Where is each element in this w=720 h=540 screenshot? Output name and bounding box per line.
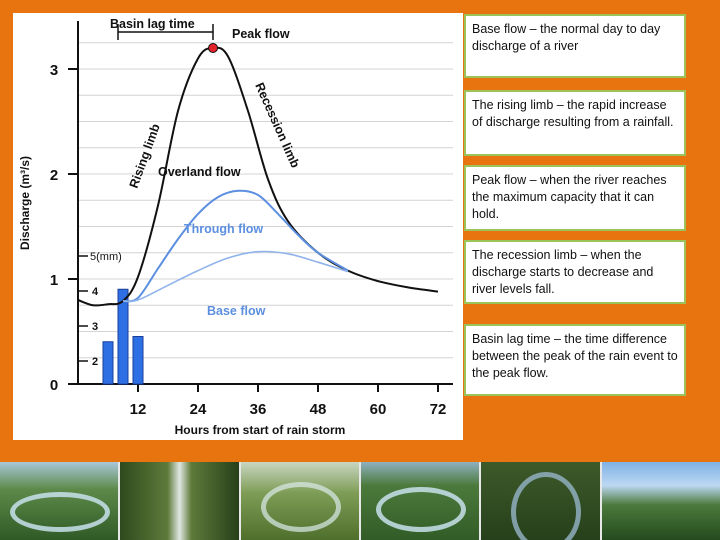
rain-tick-label: 2 — [92, 356, 98, 368]
basin-lag-time-label: Basin lag time — [110, 17, 195, 31]
y-axis-label: Discharge (m³/s) — [18, 156, 32, 250]
note-peak-flow: Peak flow – when the river reaches the m… — [464, 165, 686, 231]
through-flow-label: Through flow — [184, 222, 263, 236]
rainfall-bar — [117, 288, 129, 385]
base-flow-label: Base flow — [207, 304, 266, 318]
wetland-photo — [240, 462, 361, 540]
y-tick-label: 3 — [50, 62, 58, 79]
storm-hydrograph-line — [77, 46, 439, 307]
waterfall-photo — [120, 462, 241, 540]
base-flow-line — [122, 250, 349, 303]
recession-limb-label: Recession limb — [252, 81, 302, 171]
photo-strip — [0, 462, 720, 540]
rainfall-bar — [132, 336, 144, 385]
x-tick-label: 24 — [190, 401, 207, 418]
series-lines — [77, 43, 439, 307]
through-flow-line — [122, 189, 349, 303]
forest-river-photo — [481, 462, 602, 540]
rain-tick-label: 3 — [92, 321, 98, 333]
grid-lines — [78, 42, 453, 359]
note-rising-limb: The rising limb – the rapid increase of … — [464, 90, 686, 156]
note-recession-limb: The recession limb – when the discharge … — [464, 240, 686, 304]
note-basin-lag-time: Basin lag time – the time difference bet… — [464, 324, 686, 396]
note-base-flow: Base flow – the normal day to day discha… — [464, 14, 686, 78]
river-photo — [0, 462, 121, 540]
rain-tick-label: 4 — [92, 286, 99, 298]
sky-forest-photo — [601, 462, 720, 540]
x-tick-label: 36 — [250, 401, 267, 418]
x-tick-label: 48 — [310, 401, 327, 418]
peak-flow-label: Peak flow — [232, 27, 290, 41]
rainfall-bars — [102, 288, 144, 385]
peak-marker — [208, 43, 218, 53]
overland-flow-label: Overland flow — [158, 165, 241, 179]
rainfall-bar — [102, 341, 114, 385]
axes — [68, 21, 453, 392]
x-tick-label: 72 — [430, 401, 447, 418]
rising-limb-label: Rising limb — [127, 122, 163, 190]
y-tick-label: 1 — [50, 272, 58, 289]
x-axis-label: Hours from start of rain storm — [175, 423, 346, 437]
aerial-river-photo — [360, 462, 482, 540]
x-tick-label: 60 — [370, 401, 387, 418]
y-tick-label: 0 — [50, 377, 58, 394]
rain-axis-label: 5(mm) — [90, 251, 122, 263]
x-tick-label: 12 — [130, 401, 147, 418]
hydrograph-panel: 0 1 2 3 12 24 36 48 60 72 Hours from start of rain… — [13, 13, 463, 440]
y-tick-label: 2 — [50, 167, 58, 184]
